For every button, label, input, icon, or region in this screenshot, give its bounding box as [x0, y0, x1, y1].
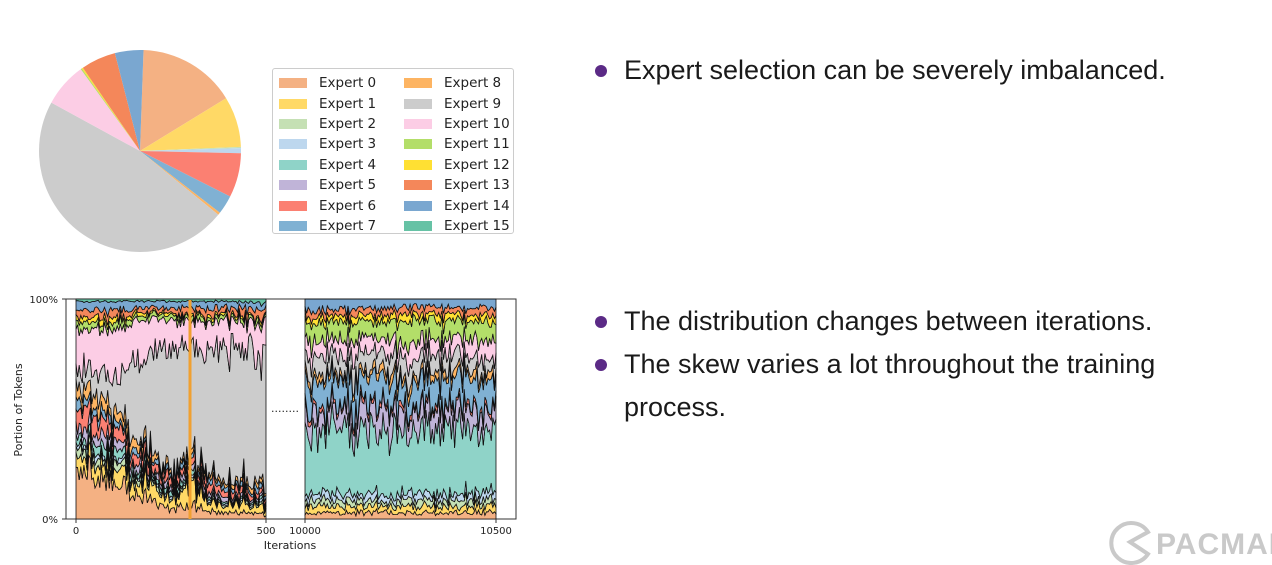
pie-slice-9: [38, 102, 219, 253]
logo-text: PACMAN: [1156, 528, 1272, 561]
axis-break-gap: [267, 300, 304, 518]
area-series-expert-15: [75, 298, 267, 308]
pie-slice-7: [140, 151, 231, 213]
x-tick-label: 500: [256, 526, 275, 537]
pacman-logo-icon: [1109, 521, 1151, 565]
bullet-list-bottom: The distribution changes between iterati…: [590, 300, 1244, 429]
legend-label: Expert 1: [319, 95, 377, 112]
legend-label: Expert 7: [319, 217, 377, 234]
pie-slice-11: [80, 68, 140, 151]
legend-item-expert-14: Expert 14: [404, 195, 514, 215]
bullet-dot-icon: [595, 359, 607, 371]
bullet-item: The distribution changes between iterati…: [590, 300, 1244, 343]
x-axis-label: Iterations: [264, 539, 317, 552]
pie-slice-8: [140, 151, 220, 215]
legend-label: Expert 13: [444, 177, 510, 194]
pie-chart: [38, 50, 241, 253]
axis-break-marker: ........: [271, 402, 299, 415]
legend-item-expert-4: Expert 4: [279, 155, 404, 175]
legend-label: Expert 5: [319, 177, 377, 194]
x-tick-label: 10000: [289, 526, 321, 537]
pie-slice-12: [81, 67, 140, 151]
legend-swatch: [279, 180, 307, 191]
legend-label: Expert 12: [444, 156, 510, 173]
legend-item-expert-0: Expert 0: [279, 73, 404, 93]
legend-swatch: [404, 180, 432, 191]
legend-swatch: [279, 200, 307, 211]
legend-item-expert-8: Expert 8: [404, 73, 514, 93]
pie-slice-10: [51, 69, 140, 151]
bullet-text: Expert selection can be severely imbalan…: [624, 55, 1166, 85]
bullet-list-top: Expert selection can be severely imbalan…: [590, 49, 1244, 92]
legend-label: Expert 14: [444, 197, 510, 214]
legend-item-expert-5: Expert 5: [279, 175, 404, 195]
legend-label: Expert 10: [444, 115, 510, 132]
bullet-text: The skew varies a lot throughout the tra…: [624, 349, 1156, 422]
bullet-item: The skew varies a lot throughout the tra…: [590, 343, 1224, 429]
legend-swatch: [279, 98, 307, 109]
legend-item-expert-13: Expert 13: [404, 175, 514, 195]
legend-swatch: [404, 139, 432, 150]
legend-label: Expert 8: [444, 75, 502, 92]
bullet-dot-icon: [595, 316, 607, 328]
plot-frame: [65, 298, 517, 520]
area-panel-0: [75, 298, 267, 520]
legend-label: Expert 3: [319, 136, 377, 153]
legend-swatch: [279, 159, 307, 170]
legend-item-expert-7: Expert 7: [279, 216, 404, 236]
legend-swatch: [404, 98, 432, 109]
pie-legend: Expert 0 Expert 1 Expert 2 Expert 3 Expert 4…: [272, 68, 514, 234]
legend-item-expert-15: Expert 15: [404, 216, 514, 236]
y-axis-label: Portion of Tokens: [12, 363, 25, 456]
area-panel-1: [304, 298, 497, 520]
legend-label: Expert 6: [319, 197, 377, 214]
legend-swatch: [404, 200, 432, 211]
bullet-text: The distribution changes between iterati…: [624, 306, 1153, 336]
legend-swatch: [404, 78, 432, 89]
legend-swatch: [279, 220, 307, 231]
legend-item-expert-9: Expert 9: [404, 93, 514, 113]
legend-item-expert-10: Expert 10: [404, 114, 514, 134]
pie-slice-14: [114, 50, 144, 151]
legend-item-expert-2: Expert 2: [279, 114, 404, 134]
pie-slice-2: [140, 146, 241, 151]
x-tick-label: 0: [73, 526, 79, 537]
stacked-area-chart: ........ 0% 100% 0 500 10000 10500 Iterations Po…: [12, 295, 517, 552]
y-tick-label: 100%: [29, 295, 58, 306]
pie-slice-0: [140, 50, 227, 152]
legend-item-expert-3: Expert 3: [279, 134, 404, 154]
legend-item-expert-12: Expert 12: [404, 155, 514, 175]
legend-swatch: [279, 78, 307, 89]
legend-swatch: [279, 139, 307, 150]
bullet-dot-icon: [595, 65, 607, 77]
y-tick-label: 0%: [42, 515, 58, 526]
pie-slice-6: [140, 151, 241, 197]
legend-swatch: [279, 118, 307, 129]
legend-label: Expert 2: [319, 115, 377, 132]
legend-label: Expert 9: [444, 95, 502, 112]
pie-slice-13: [82, 53, 140, 152]
legend-swatch: [404, 159, 432, 170]
legend-label: Expert 4: [319, 156, 377, 173]
legend-item-expert-11: Expert 11: [404, 134, 514, 154]
bullet-item: Expert selection can be severely imbalan…: [590, 49, 1244, 92]
legend-label: Expert 0: [319, 75, 377, 92]
pie-slice-1: [140, 98, 241, 151]
legend-swatch: [404, 220, 432, 231]
legend-item-expert-1: Expert 1: [279, 93, 404, 113]
legend-swatch: [404, 118, 432, 129]
legend-label: Expert 11: [444, 136, 510, 153]
legend-item-expert-6: Expert 6: [279, 195, 404, 215]
legend-label: Expert 15: [444, 217, 510, 234]
pie-slice-3: [140, 148, 241, 154]
x-tick-label: 10500: [480, 526, 512, 537]
